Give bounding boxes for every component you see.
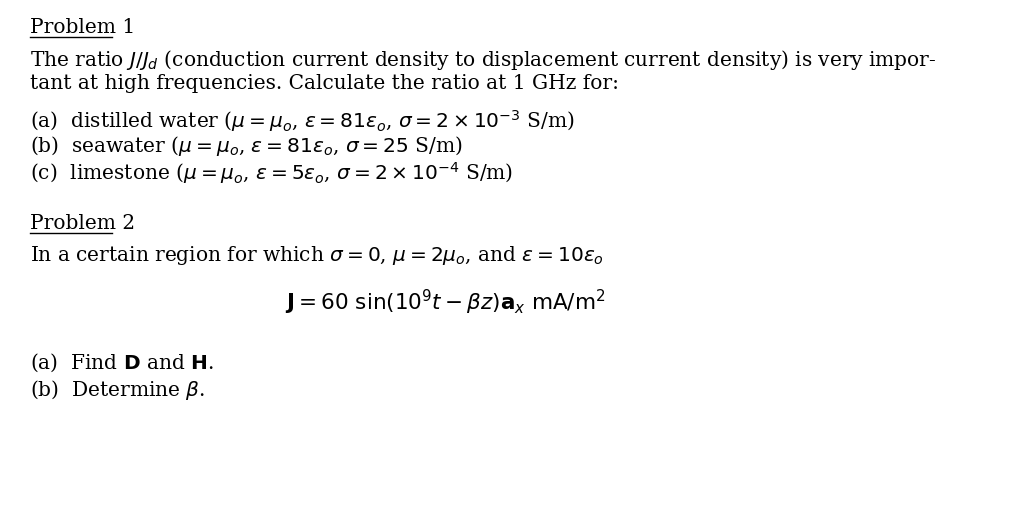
Text: (b)  Determine $\beta$.: (b) Determine $\beta$. [30, 378, 205, 402]
Text: tant at high frequencies. Calculate the ratio at 1 GHz for:: tant at high frequencies. Calculate the … [30, 74, 619, 93]
Text: $\mathbf{J} = 60\ \sin(10^9 t - \beta z)\mathbf{a}_x\ \mathrm{mA/m^2}$: $\mathbf{J} = 60\ \sin(10^9 t - \beta z)… [285, 288, 605, 317]
Text: Problem 1: Problem 1 [30, 18, 135, 37]
Text: (c)  limestone ($\mu = \mu_o$, $\varepsilon = 5\varepsilon_o$, $\sigma = 2 \time: (c) limestone ($\mu = \mu_o$, $\varepsil… [30, 160, 513, 186]
Text: Problem 2: Problem 2 [30, 214, 135, 233]
Text: In a certain region for which $\sigma = 0$, $\mu = 2\mu_o$, and $\varepsilon = 1: In a certain region for which $\sigma = … [30, 244, 604, 267]
Text: (b)  seawater ($\mu = \mu_o$, $\varepsilon = 81\varepsilon_o$, $\sigma = 25$ S/m: (b) seawater ($\mu = \mu_o$, $\varepsilo… [30, 134, 462, 158]
Text: The ratio $J/J_d$ (conduction current density to displacement current density) i: The ratio $J/J_d$ (conduction current de… [30, 48, 936, 72]
Text: (a)  Find $\mathbf{D}$ and $\mathbf{H}$.: (a) Find $\mathbf{D}$ and $\mathbf{H}$. [30, 352, 214, 374]
Text: (a)  distilled water ($\mu = \mu_o$, $\varepsilon = 81\varepsilon_o$, $\sigma = : (a) distilled water ($\mu = \mu_o$, $\va… [30, 108, 574, 134]
